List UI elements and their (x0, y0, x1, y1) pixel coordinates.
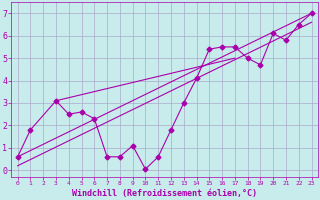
X-axis label: Windchill (Refroidissement éolien,°C): Windchill (Refroidissement éolien,°C) (72, 189, 257, 198)
